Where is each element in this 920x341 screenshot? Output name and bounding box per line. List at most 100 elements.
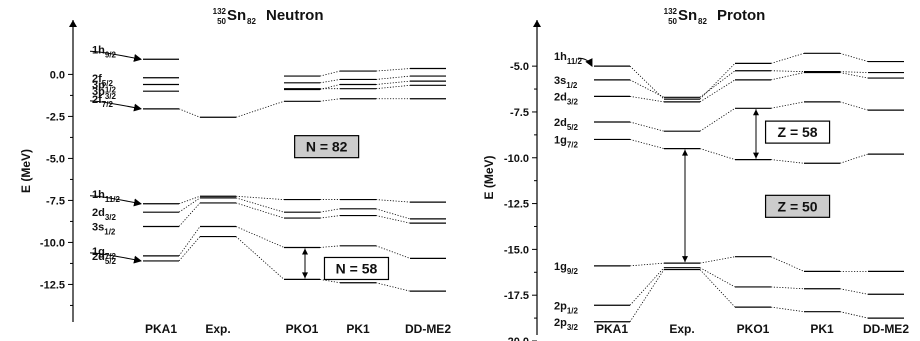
level-connector (629, 262, 665, 267)
level-connector (375, 75, 411, 80)
gap-arrow-head-icon (302, 272, 308, 279)
model-label: PK1 (810, 322, 834, 336)
y-tick-label: -12.5 (504, 199, 529, 211)
model-label: DD-ME2 (405, 322, 451, 336)
level-connector (770, 72, 805, 81)
state-pointer-arrow (577, 57, 593, 68)
y-tick-label: 0.0 (50, 69, 65, 81)
state-label: 1h9/2 (92, 44, 117, 59)
model-label: PKO1 (737, 322, 770, 336)
shell-gap-label: N = 58 (336, 260, 378, 276)
level-connector (839, 72, 869, 79)
shell-gap-box (764, 120, 831, 144)
y-tick-label: -20.0 (504, 336, 529, 341)
level-connector (699, 267, 736, 288)
model-label: Exp. (205, 322, 230, 336)
title-neutron-number: 82 (247, 17, 256, 26)
proton-panel: -5.0 -7.5 -10.0 -12.5 -15.0 -17.5 -20.0 E (MeV)… (482, 7, 909, 341)
gap-arrow-head-icon (753, 109, 759, 116)
y-tick-label: -17.5 (504, 290, 529, 302)
level-connector (629, 269, 665, 322)
state-label: 1h11/2 (92, 189, 121, 204)
model-label: PKO1 (286, 322, 319, 336)
level-connector (319, 245, 341, 248)
level-connector (319, 279, 341, 284)
level-connector (235, 195, 285, 200)
state-pointer-arrow (89, 252, 142, 264)
state-label: 2f7/2 (92, 94, 113, 109)
y-tick-label: -7.5 (510, 107, 529, 119)
gap-arrow-head-icon (753, 152, 759, 159)
y-tick-label: -12.5 (40, 279, 65, 291)
level-connector (235, 100, 285, 118)
y-axis-arrow-icon (533, 20, 541, 27)
level-connector (319, 79, 341, 84)
y-tick-label: -5.0 (46, 153, 65, 165)
title-proton-number: 50 (217, 17, 226, 26)
model-label: PKA1 (145, 322, 177, 336)
y-tick-label: -7.5 (46, 195, 65, 207)
level-connector (375, 208, 411, 220)
y-axis-arrow-icon (69, 20, 77, 27)
level-connector (770, 286, 805, 290)
gap-arrow-head-icon (302, 248, 308, 255)
title-neutron-number: 82 (698, 17, 707, 26)
level-connector (770, 256, 805, 272)
y-tick-label: -2.5 (46, 111, 65, 123)
y-tick-label: -10.0 (504, 153, 529, 165)
level-connector (629, 95, 665, 103)
level-connector (375, 215, 411, 224)
level-connector (629, 139, 665, 149)
level-connector (839, 52, 869, 62)
level-connector (839, 71, 869, 73)
shell-gap-box (294, 135, 360, 159)
y-tick-label: -5.0 (510, 61, 529, 73)
level-connector (839, 101, 869, 111)
model-label: PKA1 (596, 322, 628, 336)
level-connector (699, 70, 736, 98)
state-pointer-arrow (89, 100, 142, 112)
shell-gap-box (764, 194, 831, 218)
y-tick-label: -10.0 (40, 237, 65, 249)
shell-gap-label: Z = 50 (778, 198, 818, 214)
level-connector (178, 236, 201, 262)
state-label: 3s1/2 (92, 221, 116, 236)
level-connector (375, 245, 411, 259)
level-connector (178, 195, 201, 205)
y-axis-title: E (MeV) (19, 149, 33, 193)
level-connector (375, 84, 411, 90)
level-connector (319, 70, 341, 77)
gap-arrow-head-icon (682, 256, 688, 263)
y-tick-label: -15.0 (504, 244, 529, 256)
level-connector (235, 197, 285, 213)
state-label: 3s1/2 (554, 75, 578, 90)
state-label: 3p1/2 (92, 79, 117, 94)
state-pointer-arrow (89, 195, 142, 207)
level-connector (699, 107, 736, 132)
level-connector (699, 148, 736, 160)
model-label: Exp. (669, 322, 694, 336)
title-element-symbol: Sn (227, 7, 246, 24)
level-connector (319, 98, 341, 102)
title-label: Proton (717, 7, 765, 24)
shell-gap-label: Z = 58 (778, 124, 818, 140)
level-connector (629, 79, 665, 98)
title-mass-number: 132 (664, 7, 678, 16)
level-connector (178, 226, 201, 257)
level-connector (178, 108, 201, 118)
level-connector (629, 267, 665, 306)
title-label: Neutron (266, 7, 324, 24)
level-connector (235, 202, 285, 219)
level-connector (839, 288, 869, 295)
shell-gap-box (323, 256, 390, 281)
model-label: DD-ME2 (863, 322, 909, 336)
state-label: 1g7/2 (554, 134, 579, 149)
level-connector (770, 52, 805, 64)
state-label: 2d3/2 (554, 91, 579, 106)
level-connector (319, 215, 341, 219)
title-proton-number: 50 (668, 17, 677, 26)
level-connector (375, 68, 411, 72)
level-connector (699, 79, 736, 103)
level-connector (839, 153, 869, 164)
